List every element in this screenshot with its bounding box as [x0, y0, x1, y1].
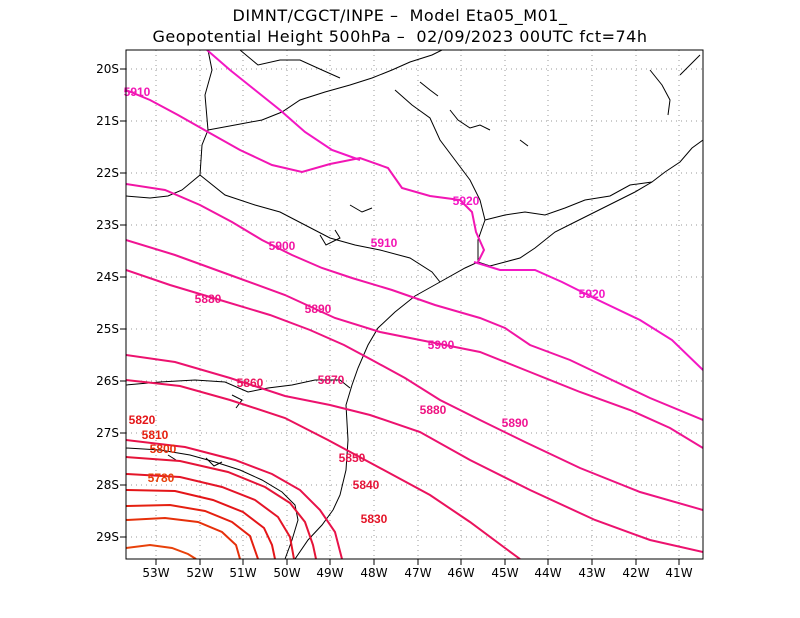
contour-5820: [126, 489, 276, 559]
lat-axis-labels: 20S 21S 22S 23S 24S 25S 26S 27S 28S 29S: [96, 62, 119, 544]
contour-5810: [126, 503, 259, 559]
lat-label: 26S: [96, 374, 119, 388]
lon-label: 41W: [665, 566, 692, 580]
lon-label: 42W: [622, 566, 649, 580]
map-title-line1: DIMNT/CGCT/INPE – Model Eta05_M01_: [232, 6, 568, 25]
contour-label-5910: 5910: [124, 85, 151, 99]
contour-label-5800: 5800: [150, 442, 177, 456]
contour-label-5880: 5880: [420, 403, 447, 417]
lon-label: 43W: [578, 566, 605, 580]
lon-label: 53W: [142, 566, 169, 580]
lat-label: 27S: [96, 426, 119, 440]
lat-label: 24S: [96, 270, 119, 284]
lat-label: 23S: [96, 218, 119, 232]
contour-label-5890: 5890: [502, 416, 529, 430]
contour-label-5810: 5810: [142, 428, 169, 442]
contour-label-5830: 5830: [361, 512, 388, 526]
contour-label-5880: 5880: [195, 292, 222, 306]
contour-label-5900: 5900: [428, 338, 455, 352]
contour-label-5820: 5820: [129, 413, 156, 427]
contour-5840: [126, 456, 317, 559]
lon-label: 44W: [534, 566, 561, 580]
contour-label-5910: 5910: [371, 236, 398, 250]
lon-label: 48W: [360, 566, 387, 580]
contour-5900: [126, 183, 703, 421]
lat-label: 22S: [96, 166, 119, 180]
contour-5870: [126, 354, 703, 553]
contour-5880: [126, 269, 703, 511]
axis-ticks: [120, 68, 680, 565]
lat-label: 21S: [96, 114, 119, 128]
contour-label-5890: 5890: [305, 302, 332, 316]
lon-label: 50W: [273, 566, 300, 580]
lat-label: 20S: [96, 62, 119, 76]
contour-5850: [126, 439, 343, 559]
lon-label: 49W: [316, 566, 343, 580]
contour-5910: [126, 89, 486, 263]
lat-label: 25S: [96, 322, 119, 336]
contour-5920: [473, 261, 703, 371]
lon-label: 45W: [491, 566, 518, 580]
contour-label-5840: 5840: [353, 478, 380, 492]
map-title-line2: Geopotential Height 500hPa – 02/09/2023 …: [152, 27, 648, 46]
contour-label-5920: 5920: [453, 194, 480, 208]
lat-label: 28S: [96, 478, 119, 492]
grid-lines: [126, 50, 703, 559]
contour-5890: [126, 239, 703, 449]
geopotential-contours: [126, 50, 703, 559]
contour-5860: [126, 379, 521, 559]
contour-label-5860: 5860: [237, 376, 264, 390]
contour-5830: [126, 473, 295, 559]
contour-label-5900: 5900: [269, 239, 296, 253]
contour-label-5850: 5850: [339, 451, 366, 465]
lon-label: 52W: [186, 566, 213, 580]
coastline-and-borders: [126, 50, 703, 559]
lon-axis-labels: 53W 52W 51W 50W 49W 48W 47W 46W 45W 44W …: [142, 566, 692, 580]
map-frame: [125, 49, 704, 560]
contour-label-5920: 5920: [579, 287, 606, 301]
contour-5780: [126, 543, 197, 559]
lon-label: 46W: [447, 566, 474, 580]
contour-5920: [206, 50, 361, 161]
contour-label-5870: 5870: [318, 373, 345, 387]
contour-5800: [126, 516, 241, 559]
contour-label-5780: 5780: [148, 471, 175, 485]
lon-label: 51W: [229, 566, 256, 580]
lat-label: 29S: [96, 530, 119, 544]
lon-label: 47W: [404, 566, 431, 580]
